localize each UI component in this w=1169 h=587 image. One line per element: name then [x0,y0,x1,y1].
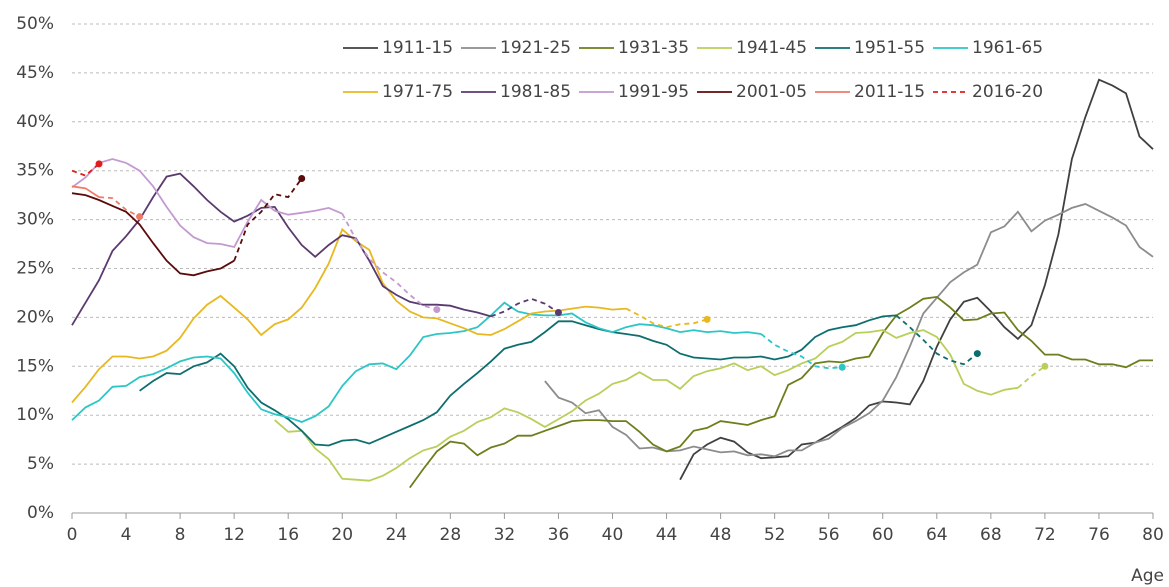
y-tick-label: 15% [16,356,54,376]
x-tick-label: 52 [764,525,786,545]
x-tick-label: 32 [494,525,516,545]
x-tick-label: 64 [926,525,948,545]
x-tick-label: 60 [872,525,894,545]
line [139,314,897,447]
legend-label: 1981-85 [500,82,571,102]
line [71,158,343,249]
line-projection [625,307,708,329]
legend-label: 1961-65 [972,38,1043,58]
line-projection [760,333,843,370]
line [71,185,100,198]
y-tick-label: 50% [16,14,54,34]
legend-label: 2016-20 [972,82,1043,102]
line-projection [71,163,100,177]
x-tick-label: 8 [175,525,186,545]
legend-label: 1921-25 [500,38,571,58]
line-projection [895,314,978,366]
end-marker [136,213,144,221]
end-marker [703,315,711,323]
legend-label: 2001-05 [736,82,807,102]
line [544,203,1154,458]
y-tick-label: 40% [16,112,54,132]
legend-label: 1991-95 [618,82,689,102]
x-tick-label: 20 [331,525,353,545]
x-tick-label: 48 [710,525,732,545]
x-tick-label: 4 [121,525,132,545]
line [679,78,1154,481]
legend-label: 1931-35 [618,38,689,58]
x-tick-label: 76 [1088,525,1110,545]
line [71,192,235,277]
y-tick-label: 0% [27,503,54,523]
line-projection [341,213,438,311]
y-tick-label: 20% [16,307,54,327]
line-projection [98,196,141,218]
y-tick-label: 45% [16,63,54,83]
end-marker [433,306,441,314]
x-tick-label: 56 [818,525,840,545]
legend-label: 2011-15 [854,82,925,102]
x-tick-label: 0 [67,525,78,545]
line [409,295,1153,489]
x-tick-label: 28 [440,525,462,545]
legend-label: 1951-55 [854,38,925,58]
line-projection [490,297,559,318]
x-tick-label: 72 [1034,525,1056,545]
y-tick-label: 25% [16,259,54,279]
x-tick-label: 44 [656,525,678,545]
y-tick-label: 10% [16,405,54,425]
y-tick-label: 5% [27,454,54,474]
line [274,329,1019,482]
x-tick-label: 16 [277,525,299,545]
y-tick-label: 30% [16,210,54,230]
x-tick-label: 24 [385,525,407,545]
x-tick-label: 36 [548,525,570,545]
end-marker [838,363,846,371]
x-tick-label: 12 [223,525,245,545]
line [71,172,492,326]
line [71,227,627,404]
end-marker [1041,362,1049,370]
legend-label: 1911-15 [382,38,453,58]
end-marker [95,160,103,168]
x-tick-label: 68 [980,525,1002,545]
end-marker [973,350,981,358]
line-projection [233,177,303,262]
line-projection [1017,365,1046,389]
end-marker [298,175,306,183]
line [71,301,762,423]
legend-label: 1941-45 [736,38,807,58]
x-axis-label: Age [1131,566,1164,586]
x-tick-label: 80 [1142,525,1164,545]
legend-label: 1971-75 [382,82,453,102]
y-tick-label: 35% [16,161,54,181]
end-marker [554,309,562,317]
x-tick-label: 40 [602,525,624,545]
